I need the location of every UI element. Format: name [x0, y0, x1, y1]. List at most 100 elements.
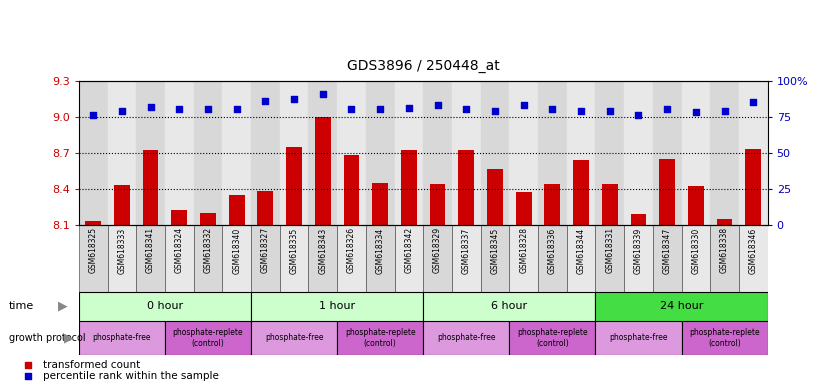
Point [431, 102, 444, 108]
Bar [395, 225, 424, 292]
Text: GSM618327: GSM618327 [261, 227, 270, 273]
Text: phosphate-free: phosphate-free [93, 333, 151, 343]
Bar [287, 147, 302, 225]
Point [201, 106, 214, 113]
Bar [480, 225, 509, 292]
Point [316, 91, 329, 97]
Text: percentile rank within the sample: percentile rank within the sample [44, 371, 219, 381]
Bar [366, 81, 395, 225]
Bar [739, 81, 768, 225]
Bar [85, 221, 101, 225]
Point [521, 315, 534, 321]
Bar [573, 160, 589, 225]
Bar [258, 191, 273, 225]
Text: GSM618346: GSM618346 [749, 227, 758, 273]
Bar [516, 192, 531, 225]
Bar [624, 225, 653, 292]
Bar [458, 150, 475, 225]
Point [661, 106, 674, 113]
Bar [395, 81, 424, 225]
Text: transformed count: transformed count [44, 360, 140, 370]
Bar [487, 169, 503, 225]
Bar [595, 81, 624, 225]
Bar [194, 225, 222, 292]
Bar [717, 218, 732, 225]
Bar [251, 321, 337, 355]
Bar [309, 225, 337, 292]
Bar [337, 321, 424, 355]
Bar [745, 149, 761, 225]
Bar [337, 81, 366, 225]
Text: time: time [9, 301, 34, 311]
Bar [222, 81, 251, 225]
Text: GSM618343: GSM618343 [319, 227, 328, 273]
Text: GSM618331: GSM618331 [605, 227, 614, 273]
Text: GSM618347: GSM618347 [663, 227, 672, 273]
Bar [79, 81, 108, 225]
Point [690, 109, 703, 115]
Bar [739, 225, 768, 292]
Text: 0 hour: 0 hour [147, 301, 183, 311]
Point [718, 108, 732, 114]
Bar [136, 225, 165, 292]
Point [259, 98, 272, 104]
Text: GSM618334: GSM618334 [376, 227, 385, 273]
Bar [509, 321, 595, 355]
Bar [452, 225, 480, 292]
Point [115, 108, 128, 114]
Text: GSM618338: GSM618338 [720, 227, 729, 273]
Text: GSM618345: GSM618345 [490, 227, 499, 273]
Text: GSM618325: GSM618325 [89, 227, 98, 273]
Bar [688, 186, 704, 225]
Bar [452, 81, 480, 225]
Text: phosphate-free: phosphate-free [609, 333, 667, 343]
Bar [172, 210, 187, 225]
Bar [595, 292, 768, 321]
Bar [165, 321, 251, 355]
Bar [424, 225, 452, 292]
Bar [114, 185, 130, 225]
Text: phosphate-free: phosphate-free [437, 333, 496, 343]
Bar [372, 183, 388, 225]
Bar [659, 159, 675, 225]
Bar [194, 81, 222, 225]
Bar [509, 81, 538, 225]
Text: 24 hour: 24 hour [660, 301, 704, 311]
Bar [79, 292, 251, 321]
Bar [79, 321, 165, 355]
Bar [229, 195, 245, 225]
Bar [108, 225, 136, 292]
Bar [136, 81, 165, 225]
Bar [424, 292, 595, 321]
Point [460, 106, 473, 113]
Text: GSM618333: GSM618333 [117, 227, 126, 273]
Bar [681, 321, 768, 355]
Bar [108, 81, 136, 225]
Bar [280, 81, 309, 225]
Bar [710, 225, 739, 292]
Bar [337, 225, 366, 292]
Text: phosphate-replete
(control): phosphate-replete (control) [345, 328, 415, 348]
Bar [315, 117, 331, 225]
Text: GSM618330: GSM618330 [691, 227, 700, 273]
Bar [424, 321, 509, 355]
Bar [631, 214, 646, 225]
Bar [566, 225, 595, 292]
Bar [595, 321, 681, 355]
Point [230, 106, 243, 113]
Bar [544, 184, 560, 225]
Bar [251, 292, 424, 321]
Text: GDS3896 / 250448_at: GDS3896 / 250448_at [346, 59, 500, 73]
Bar [424, 81, 452, 225]
Text: GSM618339: GSM618339 [634, 227, 643, 273]
Text: ▶: ▶ [64, 331, 74, 344]
Bar [602, 184, 617, 225]
Text: GSM618328: GSM618328 [519, 227, 528, 273]
Point [632, 112, 645, 118]
Point [517, 102, 530, 108]
Text: GSM618337: GSM618337 [461, 227, 470, 273]
Bar [595, 225, 624, 292]
Bar [343, 155, 360, 225]
Text: phosphate-replete
(control): phosphate-replete (control) [172, 328, 243, 348]
Bar [165, 225, 194, 292]
